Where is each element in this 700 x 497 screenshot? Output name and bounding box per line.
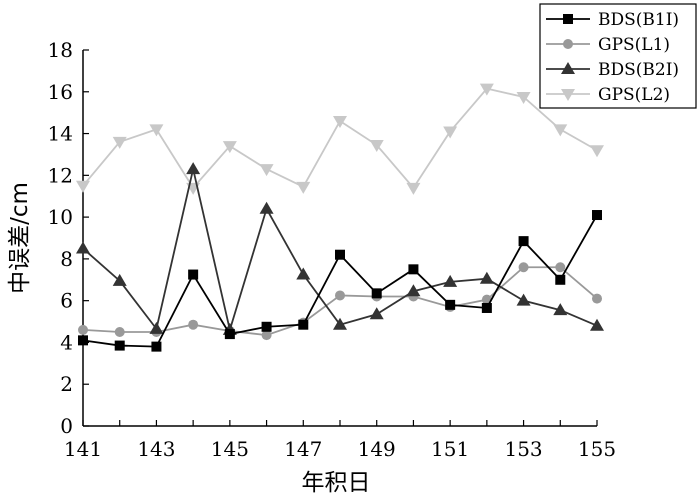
y-tick-label: 12 — [48, 163, 73, 187]
x-tick-label: 153 — [504, 437, 542, 461]
series-bds-b2i- — [76, 162, 604, 335]
legend: BDS(B1I) GPS(L1) BDS(B2I) GPS(L2) — [539, 3, 697, 109]
series-bds-b1i- — [78, 210, 602, 352]
series-gps-l2- — [76, 83, 604, 195]
data-point — [445, 299, 456, 310]
data-point — [296, 267, 311, 280]
x-tick-label: 151 — [431, 437, 469, 461]
data-point — [371, 288, 382, 299]
y-tick-label: 16 — [48, 80, 73, 104]
data-point — [481, 302, 492, 313]
data-point — [151, 341, 162, 352]
data-point — [335, 290, 345, 301]
data-point — [516, 92, 531, 104]
data-point — [112, 273, 127, 286]
data-point — [555, 274, 566, 285]
data-point — [518, 236, 529, 247]
y-axis-title: 中误差/cm — [7, 182, 33, 294]
data-point — [518, 262, 529, 273]
x-tick-label: 143 — [137, 437, 175, 461]
legend-label: BDS(B1I) — [598, 10, 679, 30]
x-tick-label: 141 — [64, 437, 102, 461]
y-tick-label: 10 — [48, 205, 73, 229]
data-point — [406, 182, 421, 195]
data-point — [78, 324, 88, 335]
y-tick-label: 4 — [60, 330, 73, 354]
data-point — [112, 136, 127, 149]
data-point — [296, 181, 311, 194]
x-tick-label: 145 — [211, 437, 249, 461]
x-axis-title: 年积日 — [302, 470, 371, 496]
legend-marker — [563, 14, 573, 24]
y-tick-label: 0 — [60, 414, 73, 438]
data-point — [553, 303, 568, 316]
data-point — [333, 116, 347, 129]
series-line — [82, 87, 598, 190]
data-point — [259, 201, 274, 214]
data-point — [479, 83, 494, 96]
data-point — [408, 264, 419, 275]
y-tick-label: 8 — [60, 247, 73, 271]
axes: 0 2 4 6 8 10 12 14 16 18 141 143 145 147 149 151 153 155 — [48, 38, 617, 461]
data-point — [188, 269, 199, 280]
data-point — [298, 319, 309, 330]
data-point — [592, 293, 602, 304]
data-point — [186, 162, 201, 175]
data-point — [222, 141, 237, 154]
legend-label: GPS(L1) — [598, 35, 670, 55]
series-layer — [76, 83, 604, 352]
data-point — [590, 145, 604, 158]
y-tick-label: 6 — [60, 289, 73, 313]
data-point — [553, 124, 568, 137]
data-point — [261, 321, 272, 332]
y-tick-label: 14 — [48, 122, 73, 146]
data-point — [443, 274, 458, 287]
data-point — [149, 124, 164, 137]
data-point — [114, 340, 125, 351]
x-tick-label: 149 — [358, 437, 396, 461]
data-point — [76, 241, 90, 254]
data-point — [369, 307, 384, 320]
data-point — [188, 319, 199, 330]
x-tick-label: 155 — [578, 437, 616, 461]
legend-label: GPS(L2) — [598, 85, 670, 105]
data-point — [114, 327, 125, 337]
data-point — [335, 249, 345, 260]
y-tick-label: 2 — [60, 372, 73, 396]
x-tick-label: 147 — [284, 437, 322, 461]
data-point — [149, 321, 164, 334]
data-point — [406, 284, 421, 297]
data-point — [479, 271, 494, 284]
y-tick-label: 18 — [48, 38, 73, 62]
data-point — [224, 329, 235, 340]
data-point — [261, 330, 272, 341]
data-point — [590, 318, 604, 331]
data-point — [516, 293, 531, 306]
data-point — [369, 140, 384, 153]
data-point — [259, 164, 274, 177]
legend-marker — [563, 39, 573, 49]
data-point — [555, 262, 566, 273]
data-point — [76, 180, 90, 193]
legend-label: BDS(B2I) — [598, 60, 679, 80]
data-point — [443, 126, 458, 139]
series-gps-l1- — [78, 262, 602, 341]
data-point — [592, 210, 602, 221]
data-point — [333, 317, 347, 330]
data-point — [78, 335, 88, 346]
legend-marker — [561, 89, 575, 101]
legend-marker — [561, 62, 575, 74]
